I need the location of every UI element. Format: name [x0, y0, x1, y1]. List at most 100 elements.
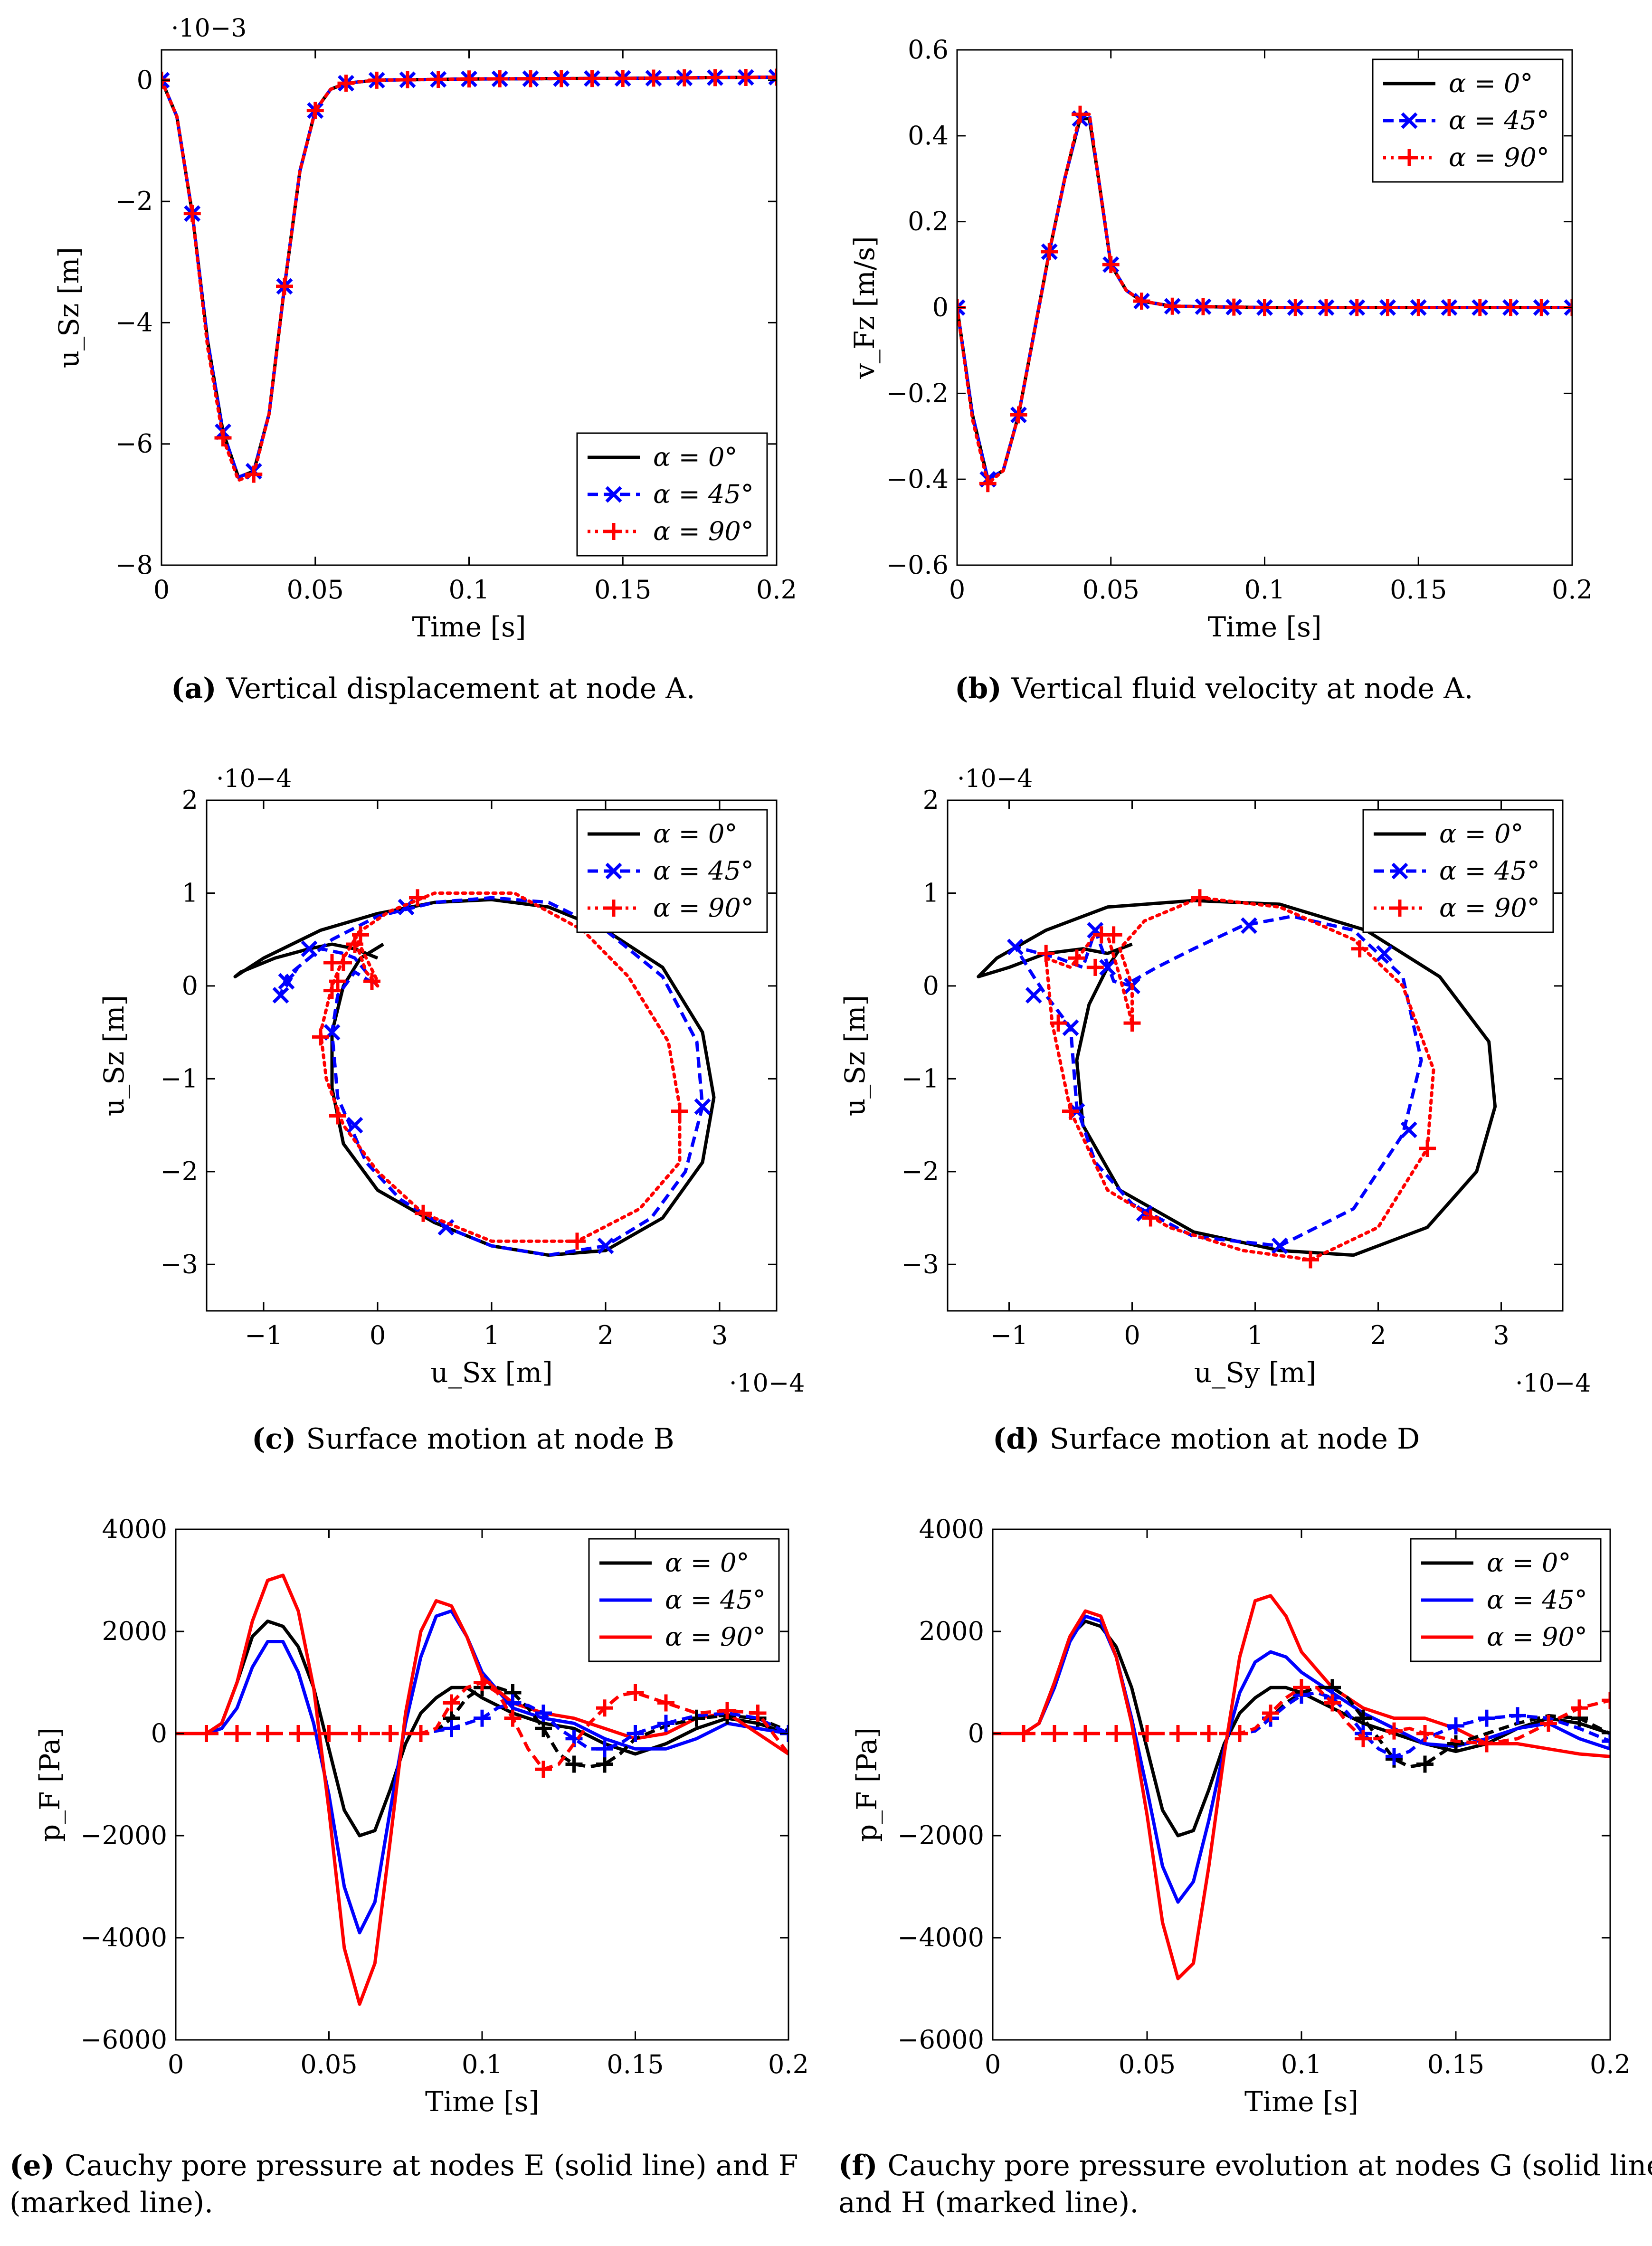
- marker-4-6: [627, 1725, 644, 1742]
- marker-5-17: [1602, 1692, 1610, 1709]
- marker-2-17: [1471, 299, 1489, 316]
- series-line-1: [161, 75, 777, 479]
- x-tick-label: 0.15: [594, 575, 651, 605]
- y-tick-label: 2000: [919, 1616, 984, 1646]
- marker-3-3: [535, 1720, 552, 1737]
- y-tick-label: 2: [923, 785, 939, 815]
- marker-2-2: [1010, 406, 1027, 424]
- marker-5-3: [290, 1725, 307, 1742]
- x-tick-label: 0.15: [607, 2049, 664, 2079]
- y-tick-label: 0: [151, 1718, 167, 1748]
- marker-2-0: [1037, 945, 1055, 962]
- caption: (d) Surface motion at node D: [993, 1422, 1420, 1456]
- legend-label: α = 0°: [653, 819, 737, 849]
- legend-marker: [1401, 149, 1418, 166]
- marker-1-7: [597, 1237, 614, 1254]
- marker-2-8: [1142, 1209, 1159, 1227]
- marker-5-12: [596, 1699, 613, 1717]
- marker-1-5: [1099, 959, 1116, 976]
- series-group: [957, 105, 1572, 493]
- series-line-0: [977, 899, 1497, 1257]
- marker-2-1: [183, 205, 201, 222]
- marker-3-5: [596, 1755, 613, 1773]
- marker-2-10: [460, 70, 478, 88]
- marker-5-12: [1386, 1722, 1403, 1740]
- legend-label: α = 90°: [653, 893, 754, 923]
- y-tick-label: 0: [182, 971, 198, 1001]
- marker-5-7: [412, 1725, 429, 1742]
- y-tick-label: 0.6: [908, 35, 949, 65]
- legend-label: α = 45°: [1439, 856, 1540, 886]
- marker-2-13: [552, 70, 570, 87]
- y-tick-label: −2: [901, 1156, 939, 1186]
- marker-2-20: [768, 68, 777, 86]
- legend-label: α = 45°: [653, 479, 754, 509]
- y-tick-label: 2000: [102, 1616, 167, 1646]
- y-tick-label: −0.2: [886, 378, 949, 408]
- marker-2-10: [1419, 1139, 1436, 1157]
- x-exponent: ·10−4: [1515, 1369, 1591, 1398]
- y-tick-label: −3: [160, 1249, 198, 1279]
- legend: α = 0° α = 45° α = 90°: [1410, 1538, 1602, 1662]
- marker-1-4: [346, 1117, 363, 1134]
- x-axis-label: Time [s]: [425, 2085, 539, 2118]
- marker-2-10: [569, 1232, 586, 1250]
- marker-2-9: [429, 71, 447, 88]
- marker-4-1: [474, 1709, 491, 1727]
- x-exponent: ·10−4: [729, 1369, 805, 1398]
- marker-2-6: [1105, 926, 1122, 944]
- x-tick-label: 1: [1247, 1320, 1263, 1350]
- marker-1-0: [272, 986, 289, 1004]
- x-tick-label: 0.15: [1390, 575, 1447, 605]
- caption: (f) Cauchy pore pressure evolution at no…: [838, 2149, 1652, 2182]
- marker-4-8: [1602, 1733, 1610, 1750]
- series-group: [161, 68, 777, 483]
- series-line-0: [233, 898, 716, 1257]
- series-group: [977, 889, 1497, 1269]
- panel-a: 0 0.05 0.1 0.15 0.2 −8 −6 −4 −2 0 ·10−3 Time [s] u_S…: [53, 14, 797, 705]
- legend-marker: [1401, 112, 1418, 129]
- caption-letter: (f): [838, 2149, 887, 2182]
- y-exponent: ·10−4: [216, 765, 292, 793]
- caption-line-2: (marked line).: [9, 2186, 213, 2219]
- marker-5-0: [198, 1725, 215, 1742]
- marker-5-4: [1139, 1725, 1156, 1742]
- caption-text: Vertical displacement at node A.: [226, 672, 695, 705]
- caption-text: Cauchy pore pressure evolution at nodes …: [887, 2149, 1652, 2182]
- y-tick-label: −3: [901, 1249, 939, 1279]
- legend: α = 0° α = 45° α = 90°: [576, 809, 768, 933]
- legend-marker: [1391, 862, 1408, 880]
- marker-4-0: [443, 1720, 460, 1737]
- marker-5-6: [381, 1725, 399, 1742]
- y-axis-label: v_Fz [m/s]: [848, 236, 881, 379]
- panel-b: 0 0.05 0.1 0.15 0.2 −0.6 −0.4 −0.2 0 0.2 0.4 0.6 Tim…: [848, 35, 1593, 705]
- marker-2-12: [1318, 299, 1335, 316]
- legend-box: [576, 809, 768, 933]
- marker-2-19: [737, 68, 755, 86]
- legend-marker: [1391, 900, 1408, 917]
- legend-label: α = 45°: [1449, 105, 1549, 135]
- x-axis-label: u_Sx [m]: [430, 1356, 553, 1389]
- legend: α = 0° α = 45° α = 90°: [576, 432, 768, 557]
- marker-5-14: [1478, 1735, 1495, 1753]
- y-exponent: ·10−4: [957, 765, 1033, 793]
- legend-marker: [605, 486, 622, 503]
- series-line-1: [1013, 914, 1423, 1248]
- series-line-1: [176, 1609, 788, 1934]
- marker-5-15: [1540, 1715, 1557, 1732]
- y-tick-label: −2000: [80, 1820, 167, 1850]
- marker-2-11: [1351, 940, 1368, 957]
- marker-5-11: [1355, 1730, 1372, 1747]
- marker-2-7: [1123, 1014, 1141, 1032]
- marker-2-4: [335, 954, 352, 972]
- marker-4-5: [596, 1740, 613, 1758]
- x-tick-label: 2: [598, 1320, 614, 1350]
- marker-4-7: [1509, 1707, 1526, 1725]
- series-group: [233, 889, 716, 1257]
- marker-2-5: [306, 102, 324, 119]
- marker-5-3: [1108, 1725, 1125, 1742]
- marker-3-4: [565, 1755, 583, 1773]
- marker-2-13: [1348, 299, 1366, 316]
- marker-2-1: [1050, 1014, 1067, 1032]
- y-tick-label: 0.2: [908, 207, 949, 237]
